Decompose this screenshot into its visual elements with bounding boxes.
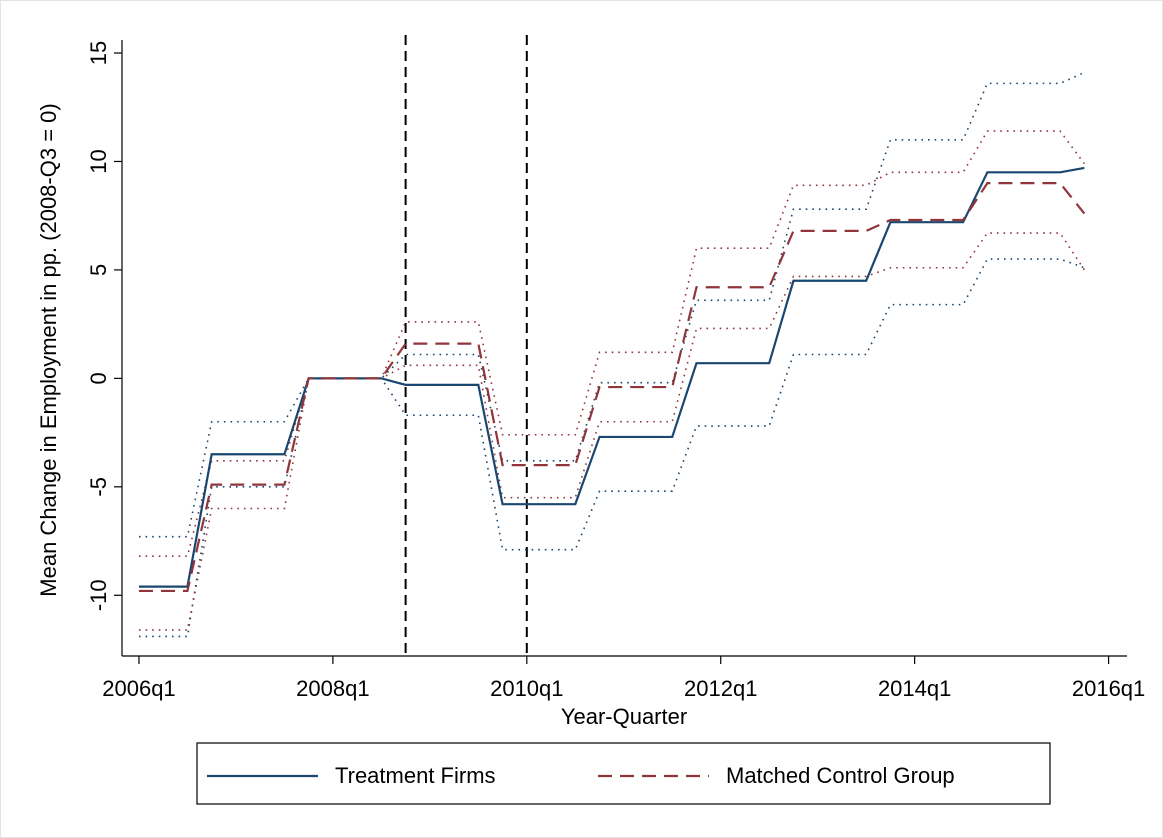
series-line xyxy=(138,182,1086,593)
x-tick-label: 2010q1 xyxy=(490,676,563,701)
x-tick-label: 2014q1 xyxy=(878,676,951,701)
legend-label: Treatment Firms xyxy=(335,763,496,788)
x-tick-label: 2016q1 xyxy=(1072,676,1145,701)
x-tick-label: 2006q1 xyxy=(102,676,175,701)
y-tick-label: 10 xyxy=(86,149,111,173)
y-tick-label: 0 xyxy=(86,372,111,384)
legend-box xyxy=(196,742,1051,805)
y-tick-label: 5 xyxy=(86,264,111,276)
y-axis-label: Mean Change in Employment in pp. (2008-Q… xyxy=(36,103,61,596)
legend-label: Matched Control Group xyxy=(726,763,955,788)
x-tick-label: 2012q1 xyxy=(684,676,757,701)
x-axis-label: Year-Quarter xyxy=(561,704,687,729)
confidence-line xyxy=(138,258,1085,638)
x-tick-label: 2008q1 xyxy=(296,676,369,701)
y-tick-label: -10 xyxy=(86,579,111,611)
confidence-line xyxy=(138,232,1086,631)
series-line xyxy=(138,166,1085,588)
y-tick-label: -5 xyxy=(86,477,111,497)
y-tick-label: 15 xyxy=(86,41,111,65)
